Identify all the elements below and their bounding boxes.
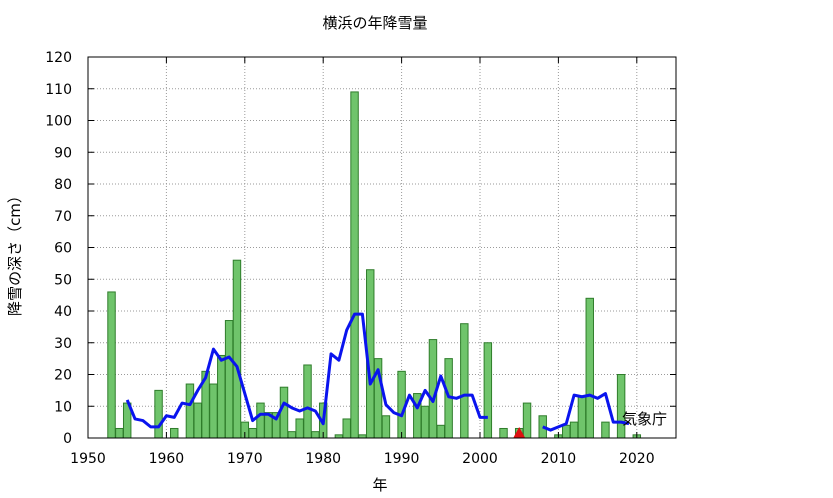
y-tick-label: 10 (54, 399, 72, 415)
bar (311, 431, 320, 439)
x-tick-label: 2000 (462, 451, 498, 467)
bar (436, 424, 446, 439)
y-tick-label: 70 (54, 209, 72, 225)
bar (585, 297, 594, 439)
bar (577, 396, 587, 439)
y-axis-title: 降雪の深さ（cm） (6, 188, 24, 316)
x-tick-label: 1980 (305, 451, 341, 467)
bar (287, 431, 297, 439)
x-tick-label: 1950 (70, 451, 106, 467)
x-tick-label: 1960 (149, 451, 185, 467)
bar (460, 323, 469, 439)
bar (499, 427, 508, 439)
bar (350, 91, 359, 439)
y-tick-label: 50 (54, 272, 72, 288)
bar (256, 402, 265, 439)
bar (217, 354, 226, 439)
y-tick-label: 30 (54, 336, 72, 352)
x-axis-title: 年 (372, 476, 387, 494)
bar (232, 259, 242, 439)
bar (248, 427, 257, 439)
bar (193, 402, 202, 439)
bar (209, 383, 218, 439)
bar (115, 427, 124, 439)
y-tick-label: 60 (54, 241, 72, 257)
bar (420, 405, 430, 439)
y-axis: 0 10 20 30 40 50 60 70 80 90 100 110 120 (45, 50, 676, 447)
triangle-marker (513, 427, 526, 438)
bar (303, 364, 312, 439)
x-axis: 1950 1960 1970 1980 1990 2000 2010 2020 (70, 57, 655, 467)
y-tick-label: 20 (54, 368, 72, 384)
moving-average-series (125, 312, 630, 432)
y-tick-label: 0 (63, 431, 72, 447)
bar (295, 418, 304, 439)
grid (88, 57, 676, 438)
source-label: 気象庁 (622, 410, 667, 428)
bar (381, 415, 391, 439)
x-tick-label: 2020 (619, 451, 655, 467)
bar (616, 374, 626, 439)
bar (224, 320, 234, 439)
marker-series (513, 427, 526, 438)
bar (342, 418, 351, 439)
bar (185, 383, 195, 439)
moving-average-line (542, 392, 630, 432)
bar (569, 421, 579, 439)
y-tick-label: 40 (54, 304, 72, 320)
bar (483, 342, 493, 439)
bar (601, 421, 610, 439)
x-tick-label: 2010 (541, 451, 577, 467)
bar (154, 389, 163, 439)
y-tick-label: 120 (45, 50, 72, 66)
x-tick-label: 1990 (384, 451, 420, 467)
moving-average-line (125, 312, 488, 429)
bar (170, 427, 179, 439)
bar-series (107, 91, 642, 439)
bar (107, 291, 116, 439)
y-tick-label: 80 (54, 177, 72, 193)
bar (522, 402, 532, 439)
chart-title: 横浜の年降雪量 (322, 14, 427, 32)
bar (562, 424, 571, 439)
x-tick-label: 1970 (227, 451, 263, 467)
bar (279, 386, 289, 439)
y-tick-label: 110 (45, 82, 72, 98)
y-tick-label: 90 (54, 145, 72, 161)
bar (397, 370, 406, 439)
y-tick-label: 100 (45, 114, 72, 130)
